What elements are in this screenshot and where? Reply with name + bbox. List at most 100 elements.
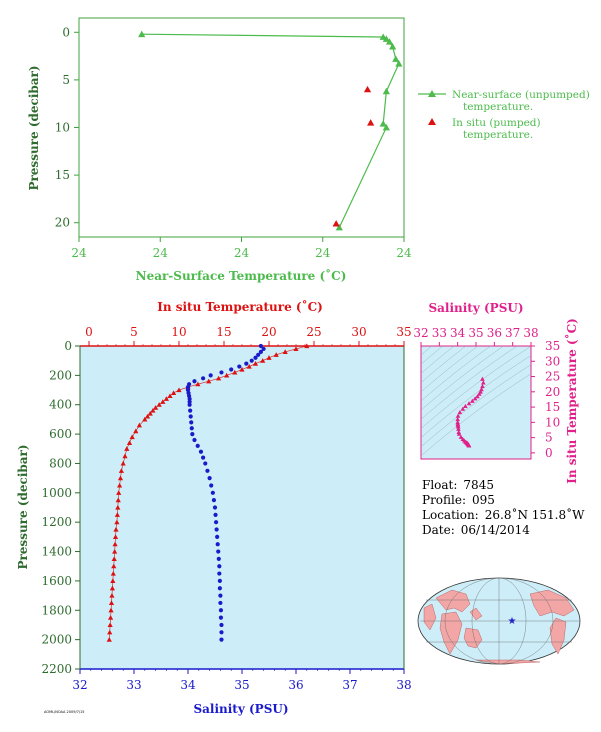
temperature-point [144,413,151,419]
location-map: ★ [417,577,581,665]
pressure-tick-label: 800 [49,456,72,470]
top-x-tick-label: 24 [315,246,331,260]
temperature-point [126,440,133,445]
temperature-point [224,372,230,378]
profile-row: Profile: 095 [422,493,584,508]
temperature-point [304,343,310,349]
salinity-point [195,443,200,448]
salinity-point [187,399,192,404]
salinity-point [188,408,193,413]
pressure-tick-label: 1400 [41,545,72,559]
salinity-point [217,571,222,576]
ts-point [456,429,462,434]
in-situ-point [367,119,375,126]
temperature-point [252,361,259,366]
ts-y-tick-label: 35 [545,339,560,353]
density-contour [421,346,491,402]
temperature-point [260,358,266,363]
float-info-panel: Float: 7845 Profile: 095 Location: 26.8˚N 1… [422,478,584,538]
salinity-point [261,346,266,352]
salinity-point [217,586,222,591]
temperature-point [108,600,115,606]
ts-y-tick-label: 5 [545,431,553,445]
temperature-tick-label: 30 [351,325,366,339]
density-contour [421,346,433,356]
density-contour [421,346,455,374]
top-y-tick-label: 10 [55,121,70,135]
ts-x-tick-label: 35 [468,326,483,340]
ts-point [455,420,460,425]
ts-x-tick-label: 37 [505,326,520,340]
salinity-point [258,343,263,349]
temperature-point [110,570,116,576]
top-y-tick-label: 0 [62,25,70,39]
in-situ-point [363,85,372,93]
ts-point [456,431,462,436]
ts-y-tick-label: 15 [545,400,560,414]
date-row: Date: 06/14/2014 [422,523,584,538]
pressure-tick-label: 1000 [41,486,72,500]
profile-value: 095 [472,493,495,507]
temperature-tick-label: 5 [130,325,138,339]
ts-x-tick-label: 38 [523,326,538,340]
top-y-tick-label: 15 [55,168,70,182]
salinity-point [219,622,224,628]
ts-point [463,403,468,409]
temperature-point [115,504,121,510]
temperature-point [232,369,238,375]
ts-x-tick-label: 34 [450,326,466,340]
ts-y-tick-label: 0 [545,446,553,460]
salinity-point [216,556,221,561]
ts-point [456,426,461,431]
temperature-point [112,548,118,554]
temperature-point [293,346,299,352]
temperature-point [120,460,126,466]
ts-point [455,413,461,418]
density-contour [421,346,504,411]
temperature-point [266,355,272,360]
profile-chart: 0200400600800100012001400160018002000220… [16,299,412,716]
profile-label: Profile: [422,493,467,507]
near-surface-chart: 0 5 10 15 20 24 24 24 24 24 Pressure (decibar) N… [27,17,590,283]
salinity-point [215,542,220,547]
temperature-point [206,378,212,384]
float-label: Float: [422,478,458,492]
ts-x-tick-label: 33 [432,326,447,340]
temperature-point [216,375,222,381]
temperature-point [111,563,117,569]
salinity-point [188,414,193,419]
salinity-point [244,361,249,366]
temperature-point [160,399,166,404]
near-surface-point [385,38,394,45]
salinity-point [190,431,195,437]
temperature-point [110,578,116,583]
temperature-point [115,497,121,503]
ts-point [458,434,464,439]
salinity-point [187,402,192,407]
temperature-point [147,410,153,416]
ts-point [460,406,466,411]
near-surface-point [395,60,403,67]
salinity-point [256,352,261,357]
top-legend: Near-surface (unpumped) temperature. In … [418,89,590,141]
location-row: Location: 26.8˚N 151.8˚W [422,508,584,523]
float-row: Float: 7845 [422,478,584,493]
ts-y-tick-label: 30 [545,354,560,368]
salinity-point [215,534,220,539]
date-value: 06/14/2014 [460,523,530,537]
pressure-tick-label: 600 [49,427,72,441]
top-x-tick-label: 24 [396,246,412,260]
salinity-point [253,355,258,360]
salinity-point [219,630,224,635]
near-surface-point [392,55,400,62]
top-x-tick-label: 24 [153,246,169,260]
density-contour [421,346,531,429]
salinity-axis-label: Salinity (PSU) [193,702,288,716]
legend-label-red-2: temperature. [463,129,533,141]
temperature-tick-label: 25 [306,325,321,339]
main-pressure-axis-label: Pressure (decibar) [16,444,30,569]
location-value: 26.8˚N 151.8˚W [484,508,585,522]
salinity-point [187,396,192,401]
pressure-tick-label: 1200 [41,515,72,529]
ts-y-tick-label: 20 [545,385,560,399]
